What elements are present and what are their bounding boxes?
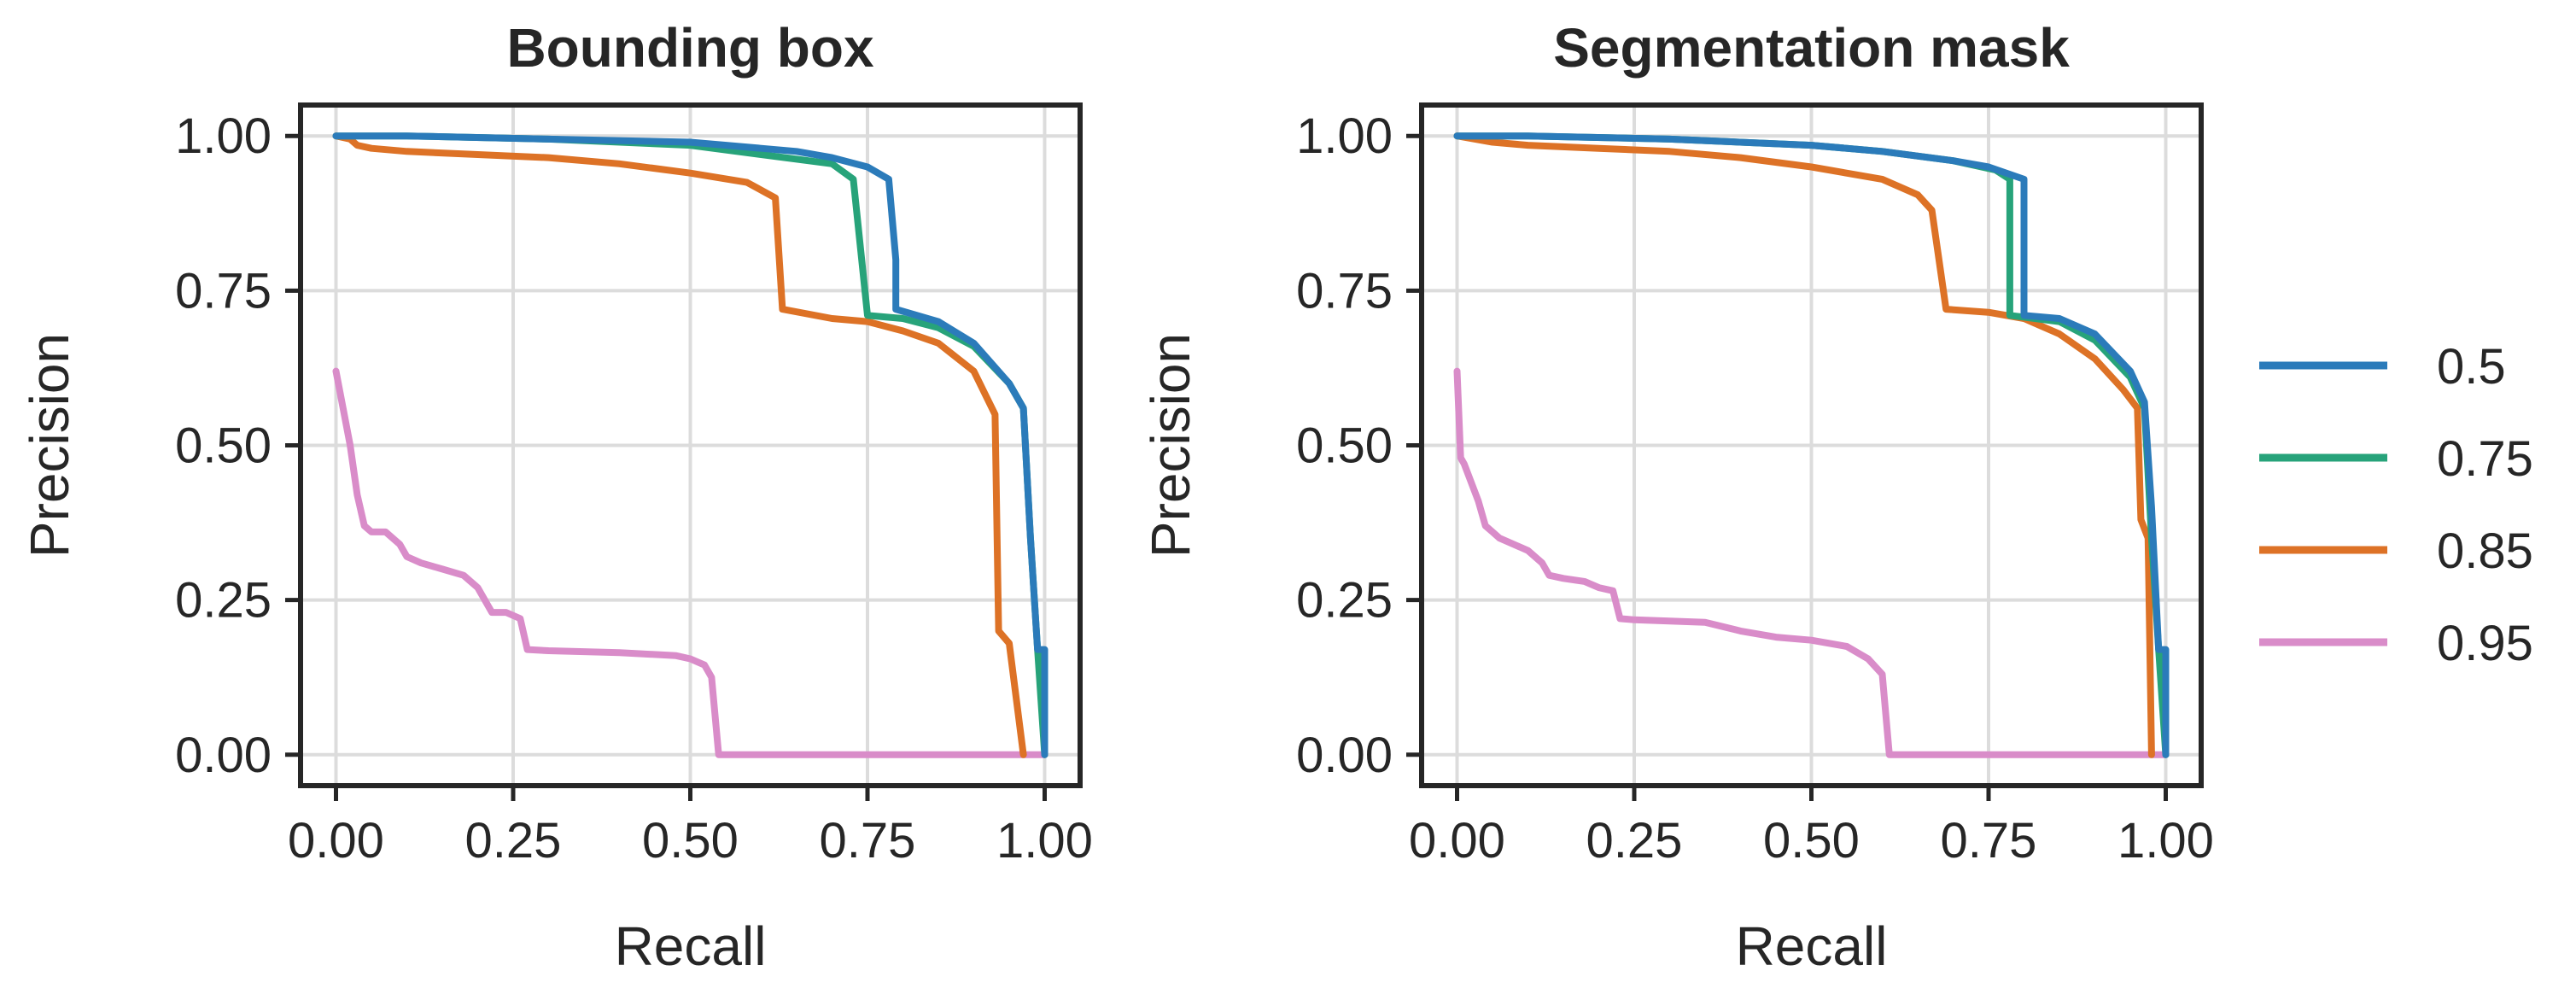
y-axis-label: Precision — [1140, 333, 1201, 558]
x-tick-label: 0.50 — [1763, 813, 1860, 868]
legend-label: 0.75 — [2437, 431, 2533, 487]
y-tick-label: 0.75 — [1296, 263, 1393, 319]
y-tick-label: 0.25 — [1296, 573, 1393, 629]
panel-2: 0.00 0.25 0.50 0.75 1.00 0.00 0.25 0.50 0.75 1.00… — [1140, 17, 2214, 977]
y-tick-label: 0.25 — [175, 573, 272, 629]
y-tick-label: 0.00 — [175, 728, 272, 783]
series-line-0-95 — [1453, 367, 2170, 758]
y-tick-label: 1.00 — [1296, 108, 1393, 164]
series-line-0-5 — [332, 132, 1049, 758]
panel-1: 0.00 0.25 0.50 0.75 1.00 0.00 0.25 0.50 0.75 1.00… — [19, 17, 1093, 977]
legend-item-0-85: 0.85 — [2259, 523, 2533, 579]
legend-item-0-75: 0.75 — [2259, 431, 2533, 487]
y-axis-label: Precision — [19, 333, 80, 558]
x-tick-label: 0.75 — [1941, 813, 2037, 868]
y-tick-label: 0.50 — [175, 418, 272, 474]
legend-label: 0.5 — [2437, 339, 2506, 395]
legend: 0.5 0.75 0.85 0.95 — [2259, 339, 2533, 671]
panel-title: Segmentation mask — [1553, 17, 2070, 79]
x-tick-label: 0.00 — [288, 813, 384, 868]
series-line-0-85 — [332, 132, 1027, 758]
y-tick-label: 0.50 — [1296, 418, 1393, 474]
series-line-0-5 — [1453, 132, 2170, 758]
legend-label: 0.95 — [2437, 616, 2533, 671]
legend-item-0-95: 0.95 — [2259, 616, 2533, 671]
x-tick-label: 0.50 — [642, 813, 739, 868]
y-tick-label: 0.75 — [175, 263, 272, 319]
legend-item-0-5: 0.5 — [2259, 339, 2506, 395]
y-tick-label: 1.00 — [175, 108, 272, 164]
x-axis-label: Recall — [615, 915, 767, 977]
x-tick-label: 1.00 — [2117, 813, 2214, 868]
plot-frame — [1419, 102, 2204, 788]
x-tick-label: 0.25 — [1586, 813, 1683, 868]
panel-title: Bounding box — [506, 17, 874, 79]
plot-panels: 0.00 0.25 0.50 0.75 1.00 0.00 0.25 0.50 0.75 1.00… — [19, 17, 2214, 977]
series-line-0-95 — [332, 367, 1049, 758]
x-tick-label: 0.75 — [820, 813, 916, 868]
x-axis-label: Recall — [1736, 915, 1888, 977]
legend-label: 0.85 — [2437, 523, 2533, 579]
x-tick-label: 0.25 — [465, 813, 562, 868]
y-tick-label: 0.00 — [1296, 728, 1393, 783]
series-line-0-85 — [1453, 132, 2155, 758]
x-tick-label: 1.00 — [996, 813, 1093, 868]
plot-frame — [298, 102, 1083, 788]
x-tick-label: 0.00 — [1409, 813, 1505, 868]
